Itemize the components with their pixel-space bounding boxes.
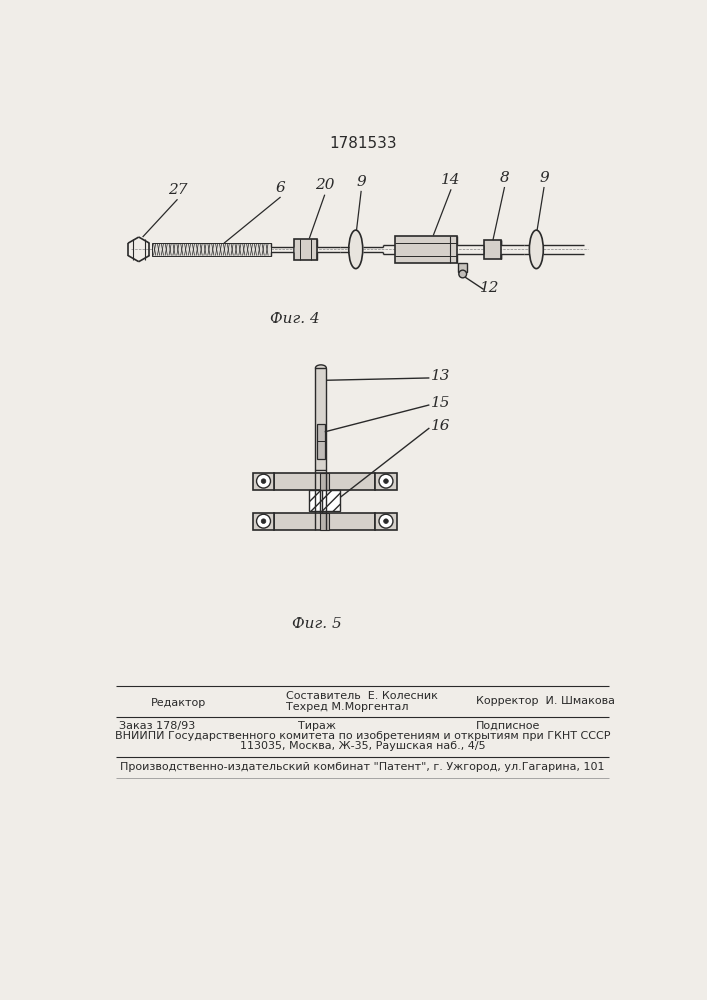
Bar bbox=[320, 473, 329, 490]
Text: 1781533: 1781533 bbox=[329, 136, 397, 151]
Text: Редактор: Редактор bbox=[151, 698, 206, 708]
Circle shape bbox=[459, 270, 467, 278]
Circle shape bbox=[257, 514, 271, 528]
Text: 9: 9 bbox=[539, 171, 549, 185]
Text: 6: 6 bbox=[276, 181, 286, 195]
Bar bbox=[274, 513, 375, 530]
Bar bbox=[152, 243, 271, 256]
Circle shape bbox=[384, 479, 388, 483]
Text: Производственно-издательский комбинат "Патент", г. Ужгород, ул.Гагарина, 101: Производственно-издательский комбинат "П… bbox=[120, 762, 605, 772]
Circle shape bbox=[261, 519, 266, 523]
Text: Подписное: Подписное bbox=[476, 721, 540, 731]
Bar bbox=[484, 240, 501, 259]
Text: Заказ 178/93: Заказ 178/93 bbox=[119, 721, 196, 731]
Bar bbox=[274, 473, 375, 490]
Bar bbox=[315, 368, 327, 470]
Ellipse shape bbox=[349, 230, 363, 269]
Text: 13: 13 bbox=[431, 369, 451, 383]
Text: Фиг. 4: Фиг. 4 bbox=[270, 312, 320, 326]
Text: Техред М.Моргентал: Техред М.Моргентал bbox=[286, 702, 409, 712]
Text: 113035, Москва, Ж-35, Раушская наб., 4/5: 113035, Москва, Ж-35, Раушская наб., 4/5 bbox=[240, 741, 486, 751]
Text: 8: 8 bbox=[500, 171, 510, 185]
Ellipse shape bbox=[530, 230, 543, 269]
Bar bbox=[252, 513, 274, 530]
Text: Тираж: Тираж bbox=[298, 721, 336, 731]
Text: 12: 12 bbox=[480, 281, 500, 295]
Text: Корректор  И. Шмакова: Корректор И. Шмакова bbox=[476, 696, 615, 706]
Bar bbox=[309, 490, 340, 511]
Bar bbox=[293, 239, 317, 260]
Text: 16: 16 bbox=[431, 419, 451, 433]
Text: 27: 27 bbox=[168, 183, 187, 197]
Bar bbox=[375, 473, 397, 490]
Circle shape bbox=[384, 519, 388, 523]
Text: ВНИИПИ Государственного комитета по изобретениям и открытиям при ГКНТ СССР: ВНИИПИ Государственного комитета по изоб… bbox=[115, 731, 610, 741]
Circle shape bbox=[379, 474, 393, 488]
Text: 14: 14 bbox=[441, 173, 461, 187]
Circle shape bbox=[261, 479, 266, 483]
Text: 9: 9 bbox=[356, 175, 366, 189]
Bar bbox=[375, 513, 397, 530]
Bar bbox=[395, 235, 457, 263]
Circle shape bbox=[257, 474, 271, 488]
Bar bbox=[252, 473, 274, 490]
Text: 15: 15 bbox=[431, 396, 451, 410]
Ellipse shape bbox=[315, 365, 327, 371]
Bar bbox=[317, 424, 325, 459]
Bar bbox=[320, 513, 329, 530]
Text: Составитель  Е. Колесник: Составитель Е. Колесник bbox=[286, 691, 438, 701]
Text: 20: 20 bbox=[315, 178, 334, 192]
Circle shape bbox=[379, 514, 393, 528]
Bar bbox=[458, 263, 467, 272]
Text: Фиг. 5: Фиг. 5 bbox=[292, 617, 342, 631]
